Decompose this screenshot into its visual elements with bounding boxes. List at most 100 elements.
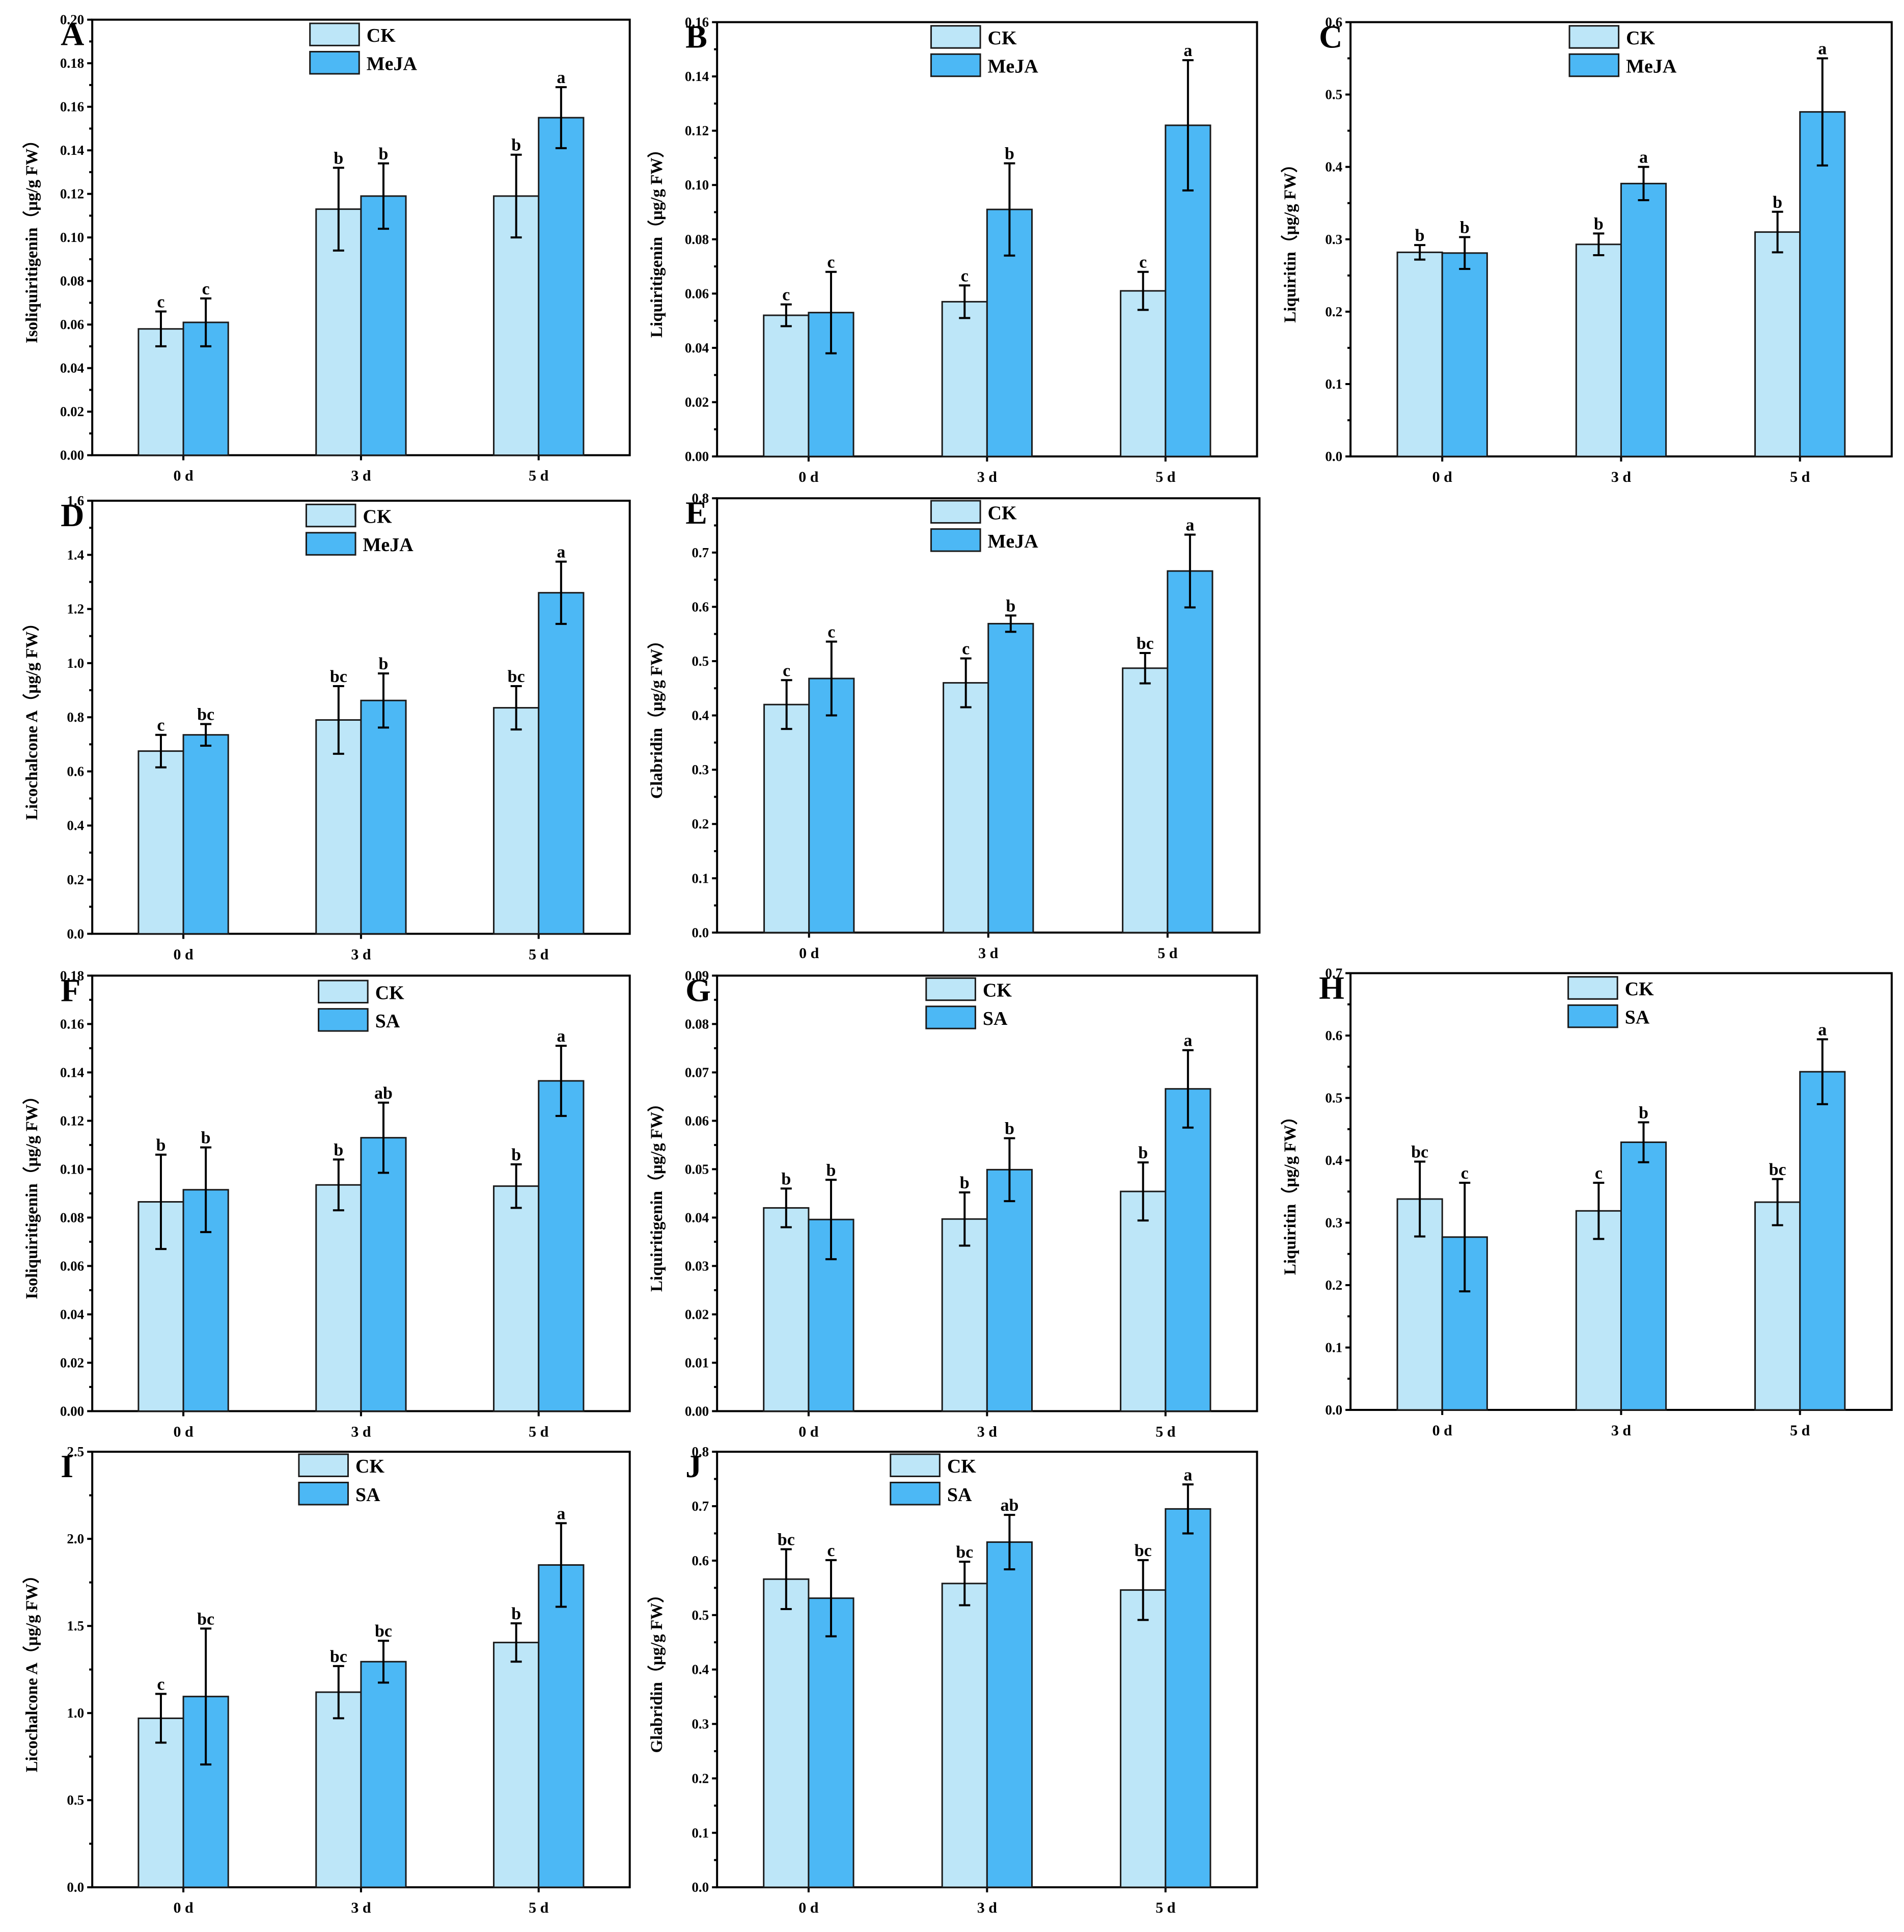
- bar-ck-0d: [763, 1578, 810, 1888]
- y-tick-label: 0.7: [1325, 966, 1342, 981]
- x-tick-label: 3 d: [351, 946, 371, 963]
- legend-swatch-sa: [1567, 1004, 1618, 1028]
- legend-swatch-ck: [925, 977, 976, 1001]
- y-tick-label: 0.2: [67, 872, 84, 887]
- significance-label: c: [1595, 1164, 1603, 1183]
- x-tick-label: 3 d: [351, 1423, 371, 1440]
- x-tick-label: 0 d: [173, 468, 194, 484]
- panel-letter: I: [61, 1448, 73, 1484]
- y-tick-label: 1.6: [67, 493, 84, 508]
- significance-label: ab: [374, 1084, 393, 1103]
- y-tick-label: 0.02: [685, 395, 709, 410]
- panel-letter: E: [685, 495, 707, 531]
- significance-label: a: [1639, 148, 1648, 167]
- y-tick-label: 0.2: [1325, 304, 1342, 319]
- x-tick-label: 3 d: [351, 468, 371, 484]
- significance-label: c: [157, 716, 164, 735]
- significance-label: bc: [1135, 1541, 1152, 1560]
- y-tick-label: 0.3: [692, 762, 709, 777]
- legend-label-sa: SA: [1625, 1007, 1650, 1028]
- y-tick-label: 0.0: [1325, 449, 1342, 464]
- significance-label: a: [1183, 41, 1192, 60]
- y-tick-label: 0.12: [60, 186, 84, 202]
- y-tick-label: 0.18: [60, 968, 84, 983]
- y-tick-label: 0.18: [60, 56, 84, 71]
- x-tick-label: 3 d: [1611, 469, 1632, 485]
- bar-meja-5d: [538, 592, 585, 935]
- y-tick-label: 2.0: [67, 1531, 84, 1546]
- x-tick-label: 5 d: [1155, 1899, 1176, 1916]
- bar-ck-0d: [1396, 251, 1443, 457]
- legend-label-sa: SA: [355, 1484, 380, 1506]
- significance-label: bc: [1411, 1142, 1428, 1161]
- legend-label-ck: CK: [988, 502, 1017, 524]
- y-tick-label: 0.1: [692, 870, 709, 886]
- y-tick-label: 0.00: [685, 449, 709, 464]
- y-tick-label: 0.6: [67, 764, 84, 779]
- bar-meja-0d: [808, 677, 855, 934]
- significance-label: a: [1183, 1031, 1192, 1050]
- x-tick-label: 3 d: [351, 1899, 371, 1916]
- significance-label: c: [202, 280, 210, 298]
- y-tick-label: 0.1: [1325, 1340, 1342, 1355]
- significance-label: bc: [1137, 634, 1154, 653]
- significance-label: b: [156, 1136, 166, 1155]
- bar-meja-3d: [360, 699, 407, 935]
- y-tick-label: 0.16: [685, 14, 709, 30]
- bar-ck-3d: [1575, 243, 1622, 457]
- x-tick-label: 3 d: [977, 469, 998, 485]
- y-tick-label: 0.07: [685, 1065, 709, 1080]
- y-tick-label: 0.16: [60, 1016, 84, 1031]
- y-tick-label: 0.6: [692, 599, 709, 614]
- legend-swatch-ck: [305, 503, 356, 528]
- y-axis-title: Liquiritin（μg/g FW）: [1281, 156, 1300, 323]
- bar-meja-0d: [182, 734, 229, 935]
- y-tick-label: 0.02: [60, 1355, 84, 1370]
- x-tick-label: 0 d: [173, 1423, 194, 1440]
- significance-label: b: [201, 1129, 211, 1148]
- legend-swatch-sa: [318, 1008, 369, 1032]
- y-tick-label: 1.5: [67, 1618, 84, 1634]
- y-tick-label: 0.6: [1325, 14, 1342, 30]
- y-tick-label: 0.16: [60, 99, 84, 115]
- bar-sa-5d: [538, 1564, 585, 1888]
- significance-label: b: [511, 1146, 521, 1164]
- y-tick-label: 0.02: [685, 1307, 709, 1322]
- legend-swatch-ck: [930, 25, 981, 49]
- x-tick-label: 0 d: [798, 1899, 819, 1916]
- y-tick-label: 1.4: [67, 547, 84, 562]
- y-tick-label: 0.00: [60, 1403, 84, 1419]
- bar-meja-5d: [1799, 111, 1846, 457]
- y-tick-label: 0.2: [692, 1771, 709, 1786]
- x-tick-label: 0 d: [1432, 469, 1453, 485]
- y-tick-label: 0.01: [685, 1355, 709, 1370]
- y-tick-label: 0.03: [685, 1258, 709, 1273]
- significance-label: b: [1005, 1120, 1014, 1138]
- significance-label: c: [1461, 1164, 1469, 1183]
- x-tick-label: 3 d: [1611, 1422, 1632, 1439]
- chart-panel-C: C 0.0 0.1 0.2 0.3 0.4 0.5 0.6 Liquiritin（μg/g FW…: [1281, 14, 1893, 485]
- y-axis-title: Liquiritigenin（μg/g FW）: [647, 141, 666, 338]
- significance-label: b: [1773, 193, 1782, 212]
- significance-label: c: [157, 1675, 164, 1694]
- bar-sa-5d: [1165, 1088, 1211, 1412]
- significance-label: a: [1818, 1020, 1827, 1039]
- y-tick-label: 0.4: [692, 708, 709, 723]
- legend-label-ck: CK: [1625, 978, 1654, 1000]
- y-tick-label: 0.1: [692, 1825, 709, 1840]
- panel-letter: A: [61, 16, 84, 52]
- legend-swatch-sa: [298, 1482, 349, 1506]
- significance-label: a: [1818, 40, 1827, 59]
- bar-ck-3d: [315, 719, 362, 935]
- legend-label-meja: MeJA: [988, 531, 1039, 552]
- chart-panel-I: I 0.0 0.5 1.0 1.5 2.0 2.5 Licochalcone A（μg/g F…: [22, 1444, 631, 1916]
- y-tick-label: 0.6: [692, 1553, 709, 1568]
- significance-label: ab: [1000, 1496, 1018, 1515]
- significance-label: a: [557, 1504, 565, 1523]
- x-tick-label: 5 d: [529, 946, 549, 963]
- significance-label: b: [334, 1140, 343, 1159]
- significance-label: b: [1594, 214, 1604, 233]
- bar-ck-5d: [493, 1642, 540, 1888]
- significance-label: c: [827, 623, 835, 642]
- bar-ck-5d: [493, 1185, 540, 1412]
